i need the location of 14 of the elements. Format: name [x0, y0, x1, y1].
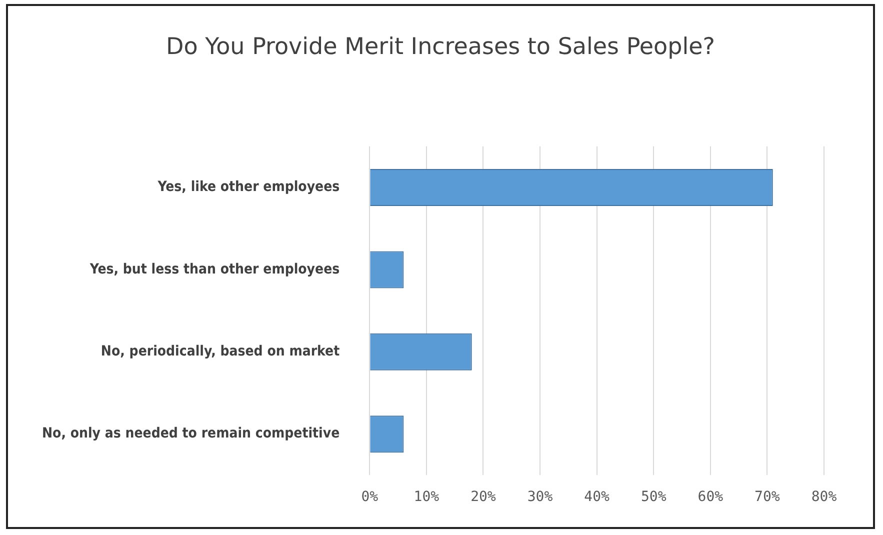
x-tick-label: 30% — [527, 489, 554, 506]
x-tick-label: 60% — [698, 489, 724, 506]
y-tick-label: Yes, but less than other employees — [88, 261, 340, 278]
y-tick-label: Yes, like other employees — [156, 179, 340, 196]
x-tick-label: 50% — [640, 489, 667, 506]
x-tick-label: 10% — [414, 489, 440, 506]
x-tick-label: 70% — [754, 489, 780, 506]
y-tick-label: No, only as needed to remain competitive — [42, 426, 340, 442]
x-tick-label: 20% — [470, 489, 496, 506]
chart-title: Do You Provide Merit Increases to Sales People? — [165, 34, 716, 60]
x-tick-label: 80% — [811, 489, 838, 506]
x-tick-label: 0% — [361, 489, 379, 506]
y-tick-label: No, periodically, based on market — [100, 344, 340, 360]
x-tick-label: 40% — [584, 489, 610, 506]
